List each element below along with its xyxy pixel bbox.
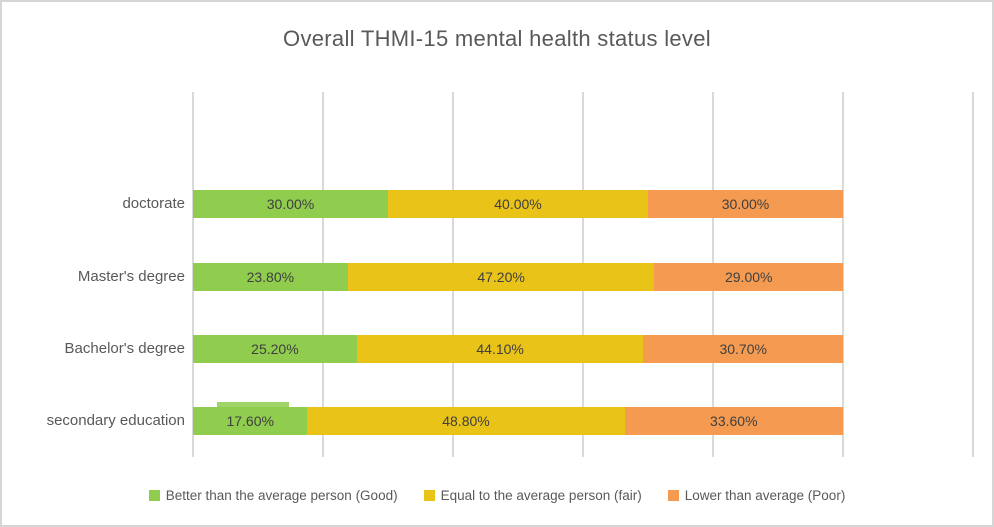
data-label: 29.00% (724, 268, 773, 285)
legend-swatch-icon (148, 490, 160, 501)
data-label: 30.00% (721, 196, 770, 212)
legend-item-series3: Lower than average (Poor) (667, 488, 846, 503)
bar-segment-series3: 29.00% (654, 262, 843, 291)
legend: Better than the average person (Good) Equ… (2, 488, 992, 503)
legend-item-series2: Equal to the average person (fair) (423, 488, 642, 503)
bar-segment-series3: 33.60% (624, 407, 843, 435)
chart-title: Overall THMI-15 mental health status lev… (283, 26, 711, 51)
gridline (842, 92, 844, 457)
selection-artifact (217, 402, 289, 407)
category-label: secondary education (46, 412, 185, 429)
bar-row-bachelor-s-degree: 25.20% 44.10% 30.70% (193, 335, 843, 363)
data-label: 30.70% (719, 341, 767, 357)
data-label: 23.80% (246, 268, 295, 285)
bar-segment-series1: 25.20% (193, 335, 357, 363)
plot-area: 30.00% 40.00% 30.00% 23.80% 47.20% 29.00% 25.2… (192, 92, 975, 457)
bar-segment-series2: 48.80% (307, 407, 625, 435)
legend-swatch-icon (423, 490, 435, 501)
data-label: 47.20% (477, 268, 525, 285)
data-label: 30.00% (266, 196, 315, 212)
category-label: Master's degree (77, 267, 185, 285)
bar-segment-series2: 40.00% (388, 190, 648, 218)
legend-item-series1: Better than the average person (Good) (148, 488, 398, 503)
bar-segment-series1: 23.80% (193, 262, 348, 291)
bar-segment-series1: 17.60% (193, 407, 308, 435)
bar-segment-series3: 30.70% (643, 335, 843, 363)
legend-label: Better than the average person (Good) (165, 488, 398, 503)
legend-swatch-icon (667, 490, 679, 501)
bar-row-doctorate: 30.00% 40.00% 30.00% (193, 190, 843, 218)
data-label: 25.20% (251, 341, 299, 357)
gridline (972, 92, 974, 457)
legend-label: Equal to the average person (fair) (440, 488, 642, 503)
category-label: doctorate (122, 195, 185, 212)
data-label: 48.80% (442, 413, 490, 429)
bar-segment-series1: 30.00% (193, 190, 388, 218)
data-label: 17.60% (226, 413, 274, 429)
data-label: 40.00% (494, 196, 542, 212)
legend-label: Lower than average (Poor) (684, 488, 846, 503)
bar-segment-series3: 30.00% (648, 190, 843, 218)
bar-segment-series2: 44.10% (356, 335, 644, 363)
data-label: 44.10% (476, 341, 524, 357)
data-label: 33.60% (710, 413, 758, 429)
bar-segment-series2: 47.20% (347, 262, 655, 291)
category-label: Bachelor's degree (64, 340, 185, 357)
bar-row-secondary-education: 17.60% 48.80% 33.60% (193, 407, 843, 435)
bar-row-master-s-degree: 23.80% 47.20% 29.00% (193, 262, 843, 291)
